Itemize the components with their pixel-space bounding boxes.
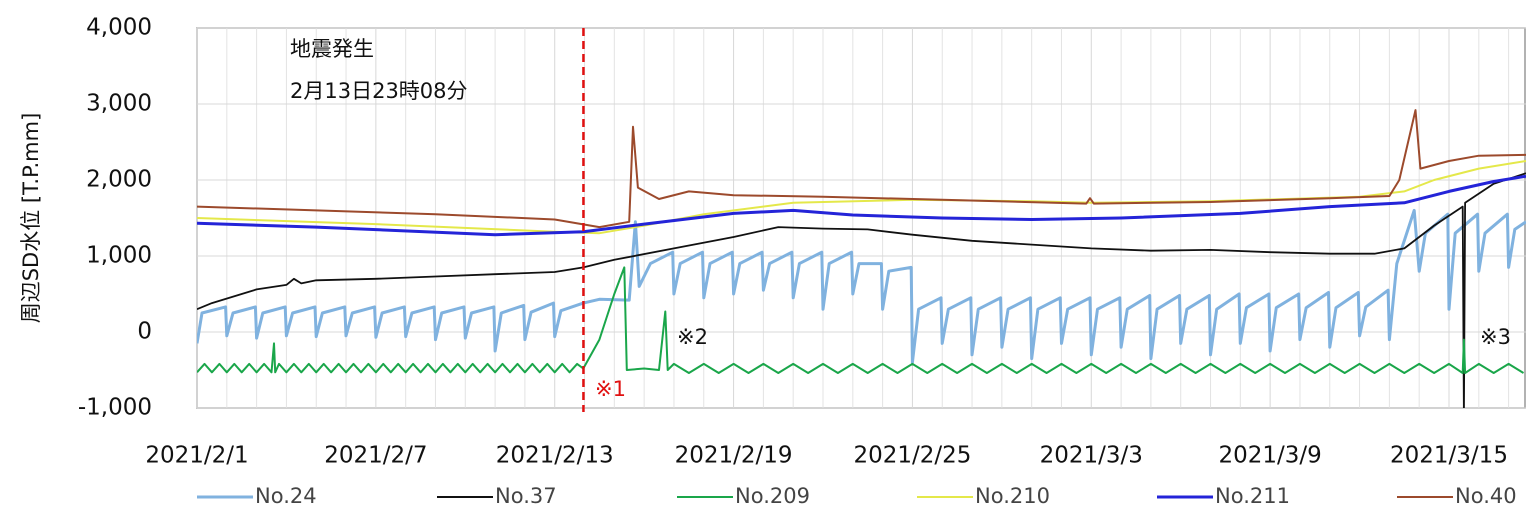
legend-label: No.211 (1215, 484, 1290, 508)
y-tick-label: 1,000 (86, 243, 152, 269)
x-tick-label: 2021/2/1 (145, 443, 248, 469)
note: ※2 (677, 325, 708, 349)
x-tick-label: 2021/2/25 (853, 443, 971, 469)
y-tick-label: 3,000 (86, 91, 152, 117)
y-tick-label: -1,000 (78, 395, 152, 421)
y-tick-label: 2,000 (86, 167, 152, 193)
x-tick-label: 2021/3/3 (1040, 443, 1143, 469)
y-tick-label: 0 (137, 319, 152, 345)
note: ※1 (595, 377, 626, 401)
y-axis-title: 周辺SD水位 [T.P.mm] (19, 113, 43, 324)
x-tick-label: 2021/2/19 (675, 443, 793, 469)
legend-label: No.209 (735, 484, 810, 508)
series-line (197, 109, 1526, 229)
y-tick-label: 4,000 (86, 15, 152, 41)
series-line (197, 208, 1526, 364)
x-tick-label: 2021/2/7 (324, 443, 427, 469)
legend-label: No.210 (975, 484, 1050, 508)
legend-label: No.40 (1455, 484, 1517, 508)
series-line (197, 172, 1526, 408)
note: ※3 (1480, 325, 1511, 349)
legend-label: No.37 (495, 484, 557, 508)
x-tick-label: 2021/2/13 (496, 443, 614, 469)
event-label: 地震発生 (290, 37, 374, 61)
event-label: 2月13日23時08分 (290, 79, 468, 103)
series-line (197, 266, 1525, 374)
x-tick-label: 2021/3/15 (1390, 443, 1508, 469)
labels: 2021/2/1 2021/2/7 2021/2/13 2021/2/19 2021/2… (78, 15, 1517, 509)
series-line (197, 174, 1526, 237)
x-tick-label: 2021/3/9 (1218, 443, 1321, 469)
legend-label: No.24 (255, 484, 317, 508)
plot-lines (197, 109, 1526, 408)
